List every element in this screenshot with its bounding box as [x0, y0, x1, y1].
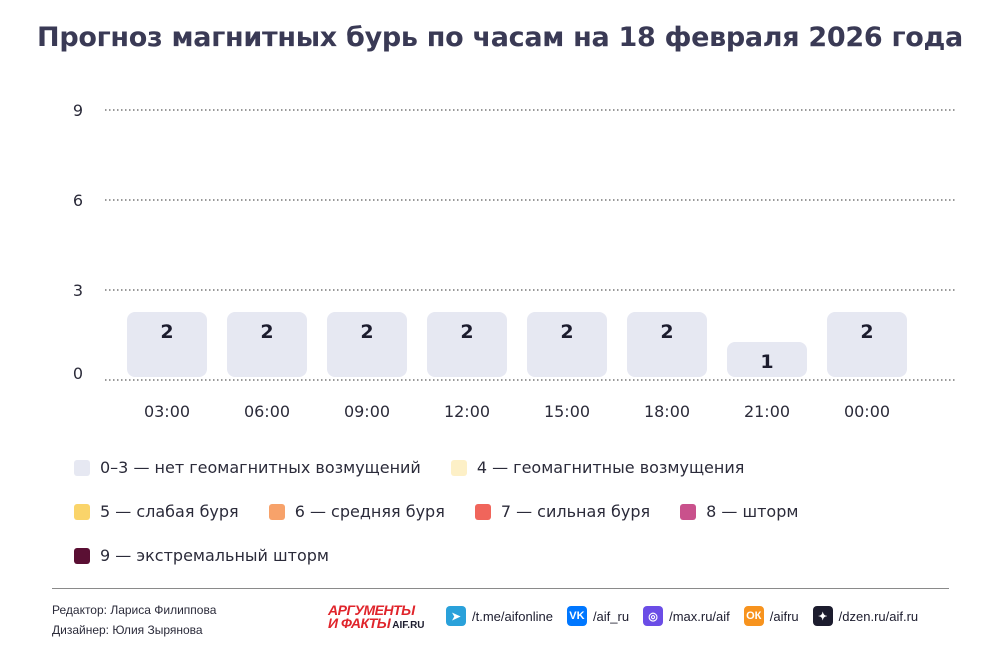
x-tick-label: 09:00 — [344, 402, 390, 421]
legend-item: 6 — средняя буря — [268, 502, 445, 521]
social-link[interactable]: VK/aif_ru — [566, 606, 630, 626]
brand-logo-domain: AIF.RU — [392, 620, 425, 631]
bar — [527, 312, 607, 377]
dzen-icon: ✦ — [812, 606, 833, 626]
legend-swatch — [74, 503, 90, 520]
bar — [627, 312, 707, 377]
legend-item: 8 — шторм — [680, 502, 798, 521]
x-tick-label: 00:00 — [844, 402, 890, 421]
max-icon: ◎ — [643, 606, 664, 626]
legend: 0–3 — нет геомагнитных возмущений 4 — гео… — [74, 458, 954, 590]
bar — [727, 342, 807, 377]
bar-value-label: 2 — [860, 321, 873, 343]
telegram-icon: ➤ — [446, 606, 466, 626]
bar-value-label: 2 — [360, 321, 373, 343]
legend-item: 9 — экстремальный шторм — [74, 546, 329, 565]
bar — [827, 312, 907, 377]
credits: Редактор: Лариса Филиппова Дизайнер: Юли… — [52, 600, 216, 640]
legend-row: 0–3 — нет геомагнитных возмущений 4 — гео… — [74, 458, 954, 502]
vk-icon: VK — [566, 606, 587, 626]
x-tick-label: 15:00 — [544, 402, 590, 421]
bar-value-label: 1 — [760, 351, 773, 373]
brand-logo-bottom: И ФАКТЫ — [328, 615, 391, 631]
y-tick-label: 9 — [73, 101, 83, 120]
footer-divider — [52, 588, 949, 589]
legend-label: 0–3 — нет геомагнитных возмущений — [100, 458, 421, 477]
bar-value-label: 2 — [560, 321, 573, 343]
bar — [127, 312, 207, 377]
legend-row: 5 — слабая буря 6 — средняя буря 7 — сильн… — [74, 502, 954, 546]
x-tick-label: 06:00 — [244, 402, 290, 421]
legend-item: 4 — геомагнитные возмущения — [450, 458, 745, 477]
x-tick-label: 03:00 — [144, 402, 190, 421]
social-link-label: /aif_ru — [592, 608, 630, 624]
legend-swatch — [268, 503, 285, 520]
brand-logo-top: АРГУМЕНТЫ — [328, 602, 415, 618]
legend-label: 7 — сильная буря — [500, 502, 651, 521]
legend-swatch — [74, 459, 90, 476]
legend-swatch — [680, 503, 697, 520]
legend-swatch — [74, 547, 90, 564]
legend-row: 9 — экстремальный шторм — [74, 546, 954, 590]
social-link-label: /aifru — [769, 608, 799, 624]
brand-logo: АРГУМЕНТЫ И ФАКТЫ AIF.RU — [328, 602, 433, 632]
legend-label: 9 — экстремальный шторм — [100, 546, 329, 565]
social-link[interactable]: ОК/aifru — [743, 606, 799, 626]
y-tick-label: 6 — [73, 191, 83, 210]
bar-value-label: 2 — [660, 321, 673, 343]
editor-credit: Редактор: Лариса Филиппова — [52, 603, 217, 617]
legend-label: 4 — геомагнитные возмущения — [476, 458, 745, 477]
bar — [227, 312, 307, 377]
bar — [427, 312, 507, 377]
bar-value-label: 2 — [260, 321, 273, 343]
legend-item: 7 — сильная буря — [474, 502, 651, 521]
legend-label: 8 — шторм — [706, 502, 799, 521]
x-tick-label: 21:00 — [744, 402, 790, 421]
x-tick-label: 12:00 — [444, 402, 490, 421]
page-title: Прогноз магнитных бурь по часам на 18 фе… — [37, 22, 963, 53]
bar — [327, 312, 407, 377]
social-link-label: /dzen.ru/aif.ru — [838, 608, 919, 624]
odnoklassniki-icon: ОК — [743, 606, 764, 626]
bar-value-label: 2 — [160, 321, 173, 343]
legend-swatch — [474, 503, 491, 520]
social-link-label: /t.me/aifonline — [472, 608, 553, 624]
social-link[interactable]: ✦ /dzen.ru/aif.ru — [812, 606, 919, 626]
social-link-label: /max.ru/aif — [669, 608, 730, 624]
chart: 0 3 6 9 2 03:00 2 06:00 2 09:00 2 12:00 2 15:00 2 18:00… — [73, 101, 955, 421]
legend-label: 6 — средняя буря — [294, 502, 445, 521]
x-tick-label: 18:00 — [644, 402, 690, 421]
social-link[interactable]: ➤ /t.me/aifonline — [446, 606, 553, 626]
designer-credit: Дизайнер: Юлия Зырянова — [52, 623, 203, 637]
legend-swatch — [450, 459, 467, 476]
legend-label: 5 — слабая буря — [100, 502, 239, 521]
y-tick-label: 0 — [73, 364, 83, 383]
bar-value-label: 2 — [460, 321, 473, 343]
social-links: ➤/t.me/aifonline VK/aif_ru ◎/max.ru/aif ОК /… — [446, 606, 918, 626]
legend-item: 5 — слабая буря — [74, 502, 239, 521]
social-link[interactable]: ◎ /max.ru/aif — [643, 606, 730, 626]
y-tick-label: 3 — [73, 281, 83, 300]
legend-item: 0–3 — нет геомагнитных возмущений — [74, 458, 421, 477]
